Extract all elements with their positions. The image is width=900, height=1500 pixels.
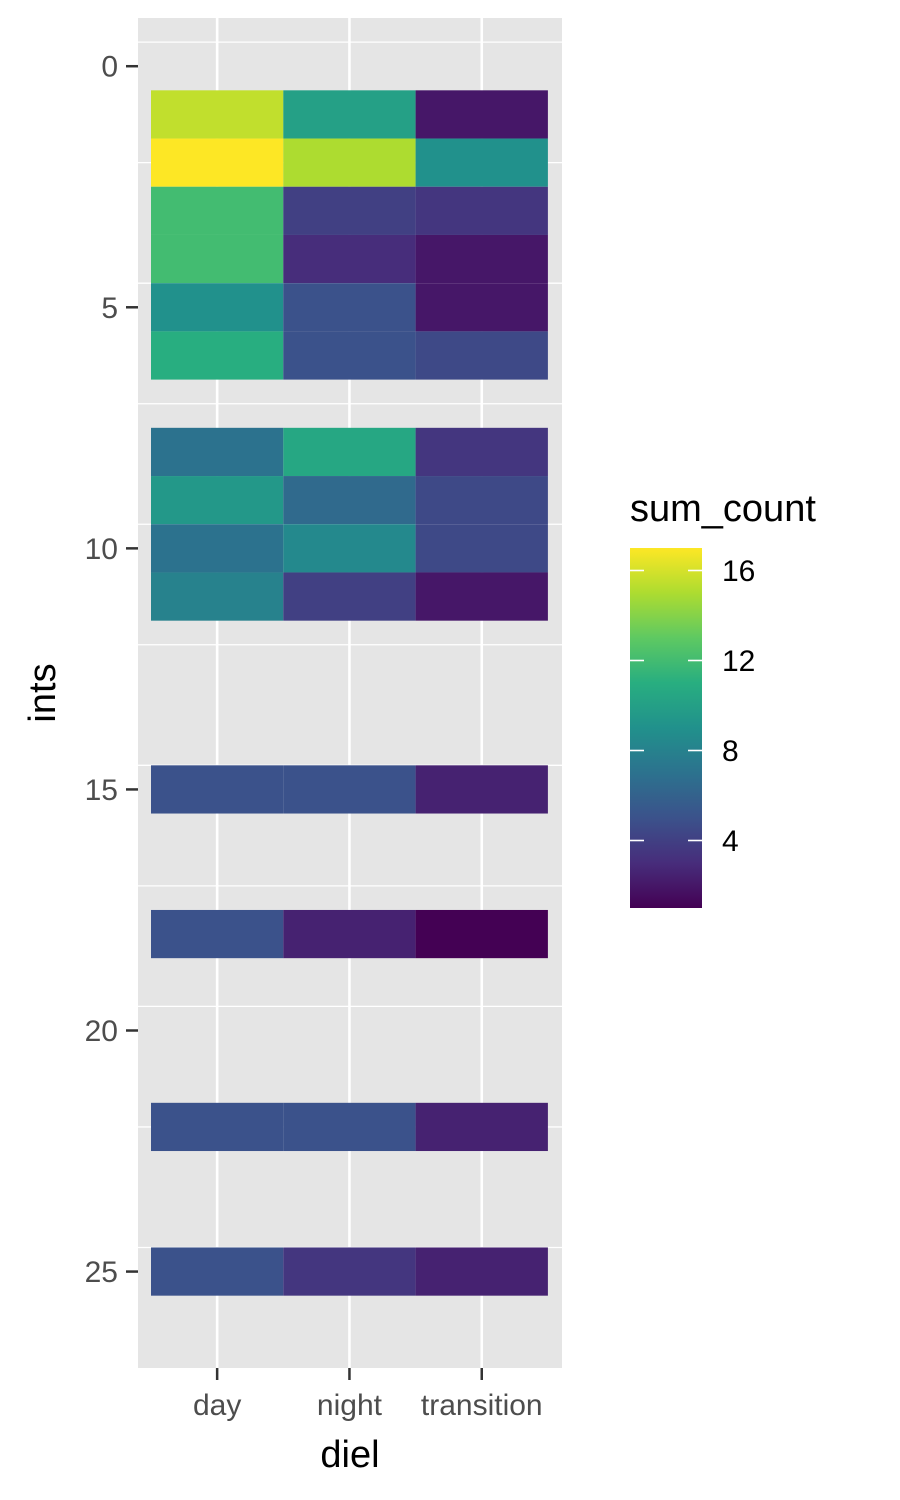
heatmap-cell bbox=[151, 1102, 284, 1152]
heatmap-cell bbox=[283, 524, 416, 573]
heatmap-cell bbox=[415, 331, 548, 380]
heatmap-cell bbox=[415, 1102, 548, 1152]
heatmap-cell bbox=[151, 572, 284, 621]
heatmap-cell bbox=[151, 186, 284, 235]
heatmap-cell bbox=[151, 283, 284, 332]
heatmap-cell bbox=[283, 427, 416, 477]
heatmap-cell bbox=[415, 427, 548, 477]
legend-colorbar bbox=[630, 548, 702, 908]
y-tick-label: 5 bbox=[101, 292, 118, 325]
heatmap-cell bbox=[415, 90, 548, 139]
legend-tick-label: 4 bbox=[722, 825, 739, 858]
legend-ticks: 4 8 12 16 bbox=[630, 555, 755, 858]
y-tick-label: 0 bbox=[101, 51, 118, 84]
heatmap-cell bbox=[151, 909, 284, 959]
x-tick-label: transition bbox=[421, 1389, 543, 1422]
x-tick-label: day bbox=[193, 1389, 241, 1422]
heatmap-cell bbox=[283, 186, 416, 235]
heatmap-cell bbox=[415, 765, 548, 814]
heatmap-cell bbox=[283, 283, 416, 332]
heatmap-cell bbox=[283, 909, 416, 959]
heatmap-cell bbox=[415, 476, 548, 525]
heatmap-cell bbox=[151, 331, 284, 380]
heatmap-cell bbox=[283, 234, 416, 284]
x-axis: day night transition bbox=[193, 1368, 543, 1422]
y-axis: 0 5 10 15 20 25 bbox=[85, 51, 138, 1289]
heatmap-cell bbox=[151, 234, 284, 284]
heatmap-cell bbox=[283, 138, 416, 187]
heatmap-cell bbox=[283, 572, 416, 621]
y-tick-label: 10 bbox=[85, 533, 118, 566]
heatmap-cell bbox=[283, 331, 416, 380]
heatmap-cell bbox=[151, 1247, 284, 1296]
y-tick-label: 25 bbox=[85, 1256, 118, 1289]
heatmap-cell bbox=[415, 572, 548, 621]
heatmap-cell bbox=[151, 476, 284, 525]
y-tick-label: 20 bbox=[85, 1015, 118, 1048]
heatmap-cell bbox=[151, 138, 284, 187]
heatmap-cell bbox=[415, 524, 548, 573]
heatmap-cell bbox=[283, 90, 416, 139]
heatmap-cell bbox=[283, 476, 416, 525]
heatmap-cell bbox=[283, 1102, 416, 1152]
x-axis-title: diel bbox=[320, 1434, 379, 1476]
legend-tick-label: 12 bbox=[722, 645, 755, 678]
y-tick-label: 15 bbox=[85, 774, 118, 807]
legend-tick-label: 8 bbox=[722, 735, 739, 768]
x-tick-label: night bbox=[317, 1389, 383, 1422]
heatmap-cell bbox=[415, 283, 548, 332]
heatmap-cell bbox=[151, 765, 284, 814]
color-legend: sum_count 4 8 12 16 bbox=[630, 488, 816, 908]
heatmap-cell bbox=[415, 138, 548, 187]
heatmap-cell bbox=[415, 909, 548, 959]
legend-tick-label: 16 bbox=[722, 555, 755, 588]
y-axis-title: ints bbox=[22, 663, 64, 722]
heatmap-cell bbox=[415, 234, 548, 284]
heatmap-cell bbox=[151, 90, 284, 139]
heatmap-cell bbox=[283, 1247, 416, 1296]
heatmap-cell bbox=[415, 1247, 548, 1296]
heatmap-cell bbox=[415, 186, 548, 235]
heatmap-cell bbox=[151, 427, 284, 477]
heatmap-cells bbox=[151, 90, 548, 1296]
heatmap-cell bbox=[151, 524, 284, 573]
legend-title: sum_count bbox=[630, 488, 816, 530]
heatmap-cell bbox=[283, 765, 416, 814]
